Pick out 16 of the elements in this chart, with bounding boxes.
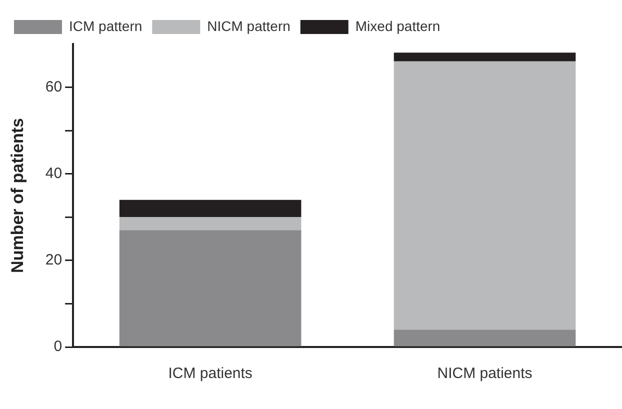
x-tick-label: ICM patients <box>168 365 252 382</box>
x-tick-label: NICM patients <box>437 365 532 382</box>
legend-label: Mixed pattern <box>355 18 440 34</box>
bar <box>394 61 576 330</box>
bar <box>394 52 576 62</box>
y-tick-label: 40 <box>45 165 62 182</box>
bar <box>119 230 302 346</box>
bar <box>394 330 576 346</box>
y-tick-label: 60 <box>45 78 62 96</box>
bar <box>119 217 302 230</box>
bar <box>119 200 302 218</box>
legend-label: NICM pattern <box>207 18 290 34</box>
y-axis-title: Number of patients <box>8 118 27 273</box>
legend-label: ICM pattern <box>69 18 142 34</box>
y-tick-label: 0 <box>54 338 62 356</box>
y-tick-label: 20 <box>45 252 62 269</box>
